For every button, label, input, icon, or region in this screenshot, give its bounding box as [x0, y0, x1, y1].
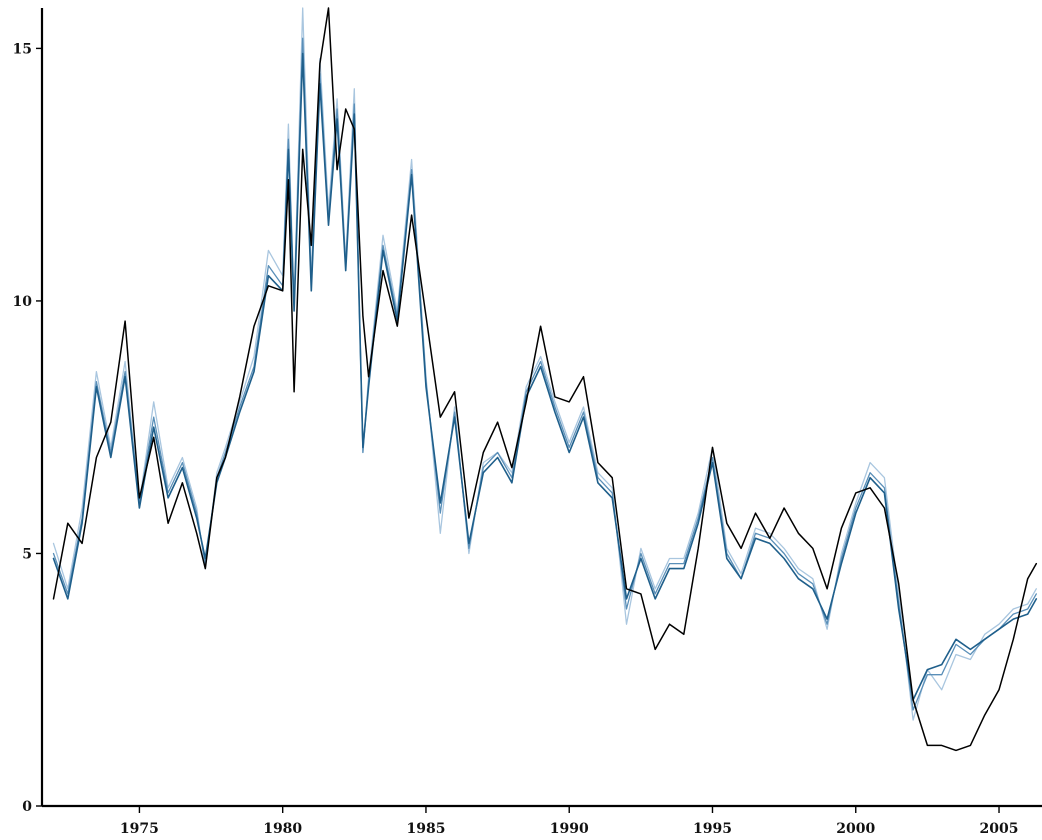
y-tick-label: 10 [13, 294, 33, 310]
x-tick-label: 1985 [406, 821, 445, 837]
x-tick-label: 1990 [550, 821, 589, 837]
series-line-dark [52, 52, 1038, 701]
series-line-actual [52, 7, 1038, 752]
y-tick-label: 5 [22, 546, 32, 562]
x-tick-label: 1980 [263, 821, 302, 837]
series-layer [52, 7, 1038, 752]
series-line-light [52, 7, 1037, 721]
y-tick-label: 15 [13, 41, 32, 57]
x-tick-label: 1975 [120, 821, 159, 837]
y-axis-ticks: 0 5 10 15 [13, 41, 42, 815]
x-tick-label: 1995 [693, 821, 732, 837]
series-line-mid [52, 37, 1037, 711]
x-tick-label: 2005 [980, 821, 1019, 837]
y-tick-label: 0 [22, 799, 32, 815]
x-axis-ticks: 1975 1980 1985 1990 1995 2000 2005 [120, 806, 1019, 837]
x-tick-label: 2000 [836, 821, 875, 837]
